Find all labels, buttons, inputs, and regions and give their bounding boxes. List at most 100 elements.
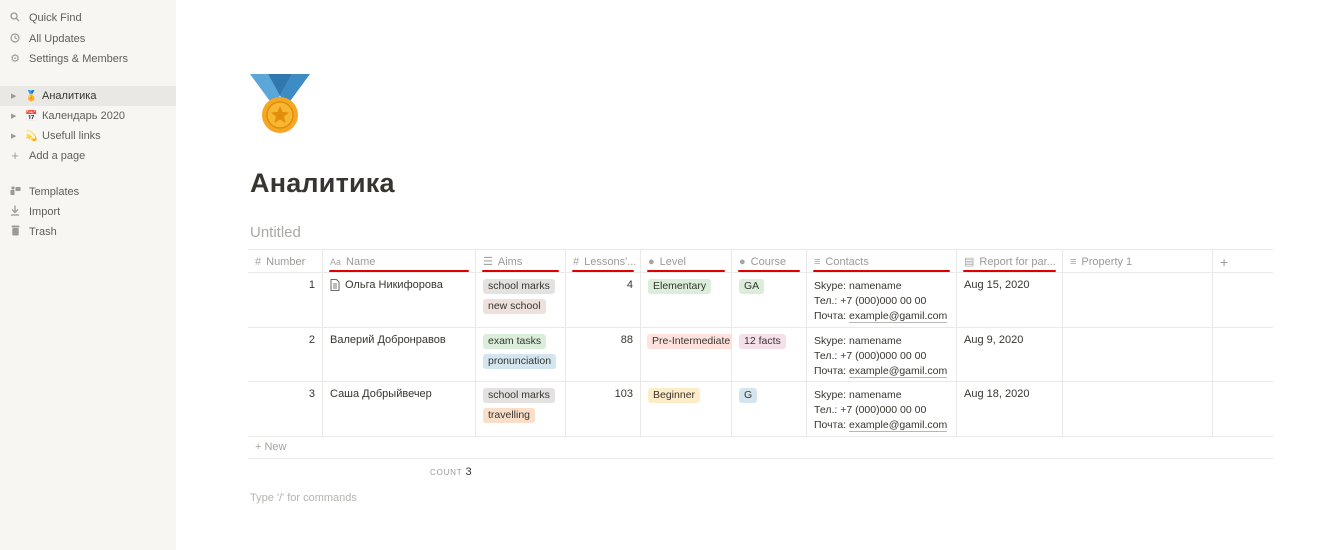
cell-level[interactable]: Elementary: [641, 273, 732, 327]
sidebar-page-label: Usefull links: [42, 130, 101, 142]
multiselect-property-icon: ☰: [483, 256, 493, 268]
cell-number[interactable]: 2: [248, 328, 323, 381]
cell-level[interactable]: Beginner: [641, 382, 732, 436]
cell-aims[interactable]: exam tasks pronunciation: [476, 328, 566, 381]
cell-property1[interactable]: [1063, 328, 1213, 381]
cell-contacts[interactable]: Skype: namename Тел.: +7 (000)000 00 00 …: [807, 273, 957, 327]
expand-caret-icon[interactable]: ▶: [11, 133, 17, 140]
column-header-label: Report for par...: [979, 255, 1056, 268]
cell-lessons[interactable]: 103: [566, 382, 641, 436]
cell-contacts[interactable]: Skype: namename Тел.: +7 (000)000 00 00 …: [807, 382, 957, 436]
column-header-report[interactable]: ▤ Report for par...: [957, 250, 1063, 273]
cell-report-date[interactable]: Aug 15, 2020: [957, 273, 1063, 327]
table-row[interactable]: 2 Валерий Добронравов exam tasks pronunc…: [248, 328, 1273, 382]
contact-email-line: Почта: example@gamil.com: [814, 309, 949, 324]
import-label: Import: [29, 206, 61, 218]
column-header-level[interactable]: ● Level: [641, 250, 732, 273]
name-text: Саша Добрыйвечер: [330, 388, 432, 400]
sidebar: Quick Find All Updates ⚙ Settings & Memb…: [0, 0, 176, 550]
aim-tag: exam tasks: [483, 334, 547, 349]
all-updates-item[interactable]: All Updates: [0, 29, 176, 49]
cell-lessons[interactable]: 88: [566, 328, 641, 381]
column-header-label: Course: [750, 255, 787, 268]
column-header-course[interactable]: ● Course: [732, 250, 807, 273]
cell-contacts[interactable]: Skype: namename Тел.: +7 (000)000 00 00 …: [807, 328, 957, 381]
page-title[interactable]: Аналитика: [250, 168, 395, 198]
add-page-button[interactable]: + Add a page: [0, 146, 176, 166]
cell-report-date[interactable]: Aug 9, 2020: [957, 328, 1063, 381]
cell-number[interactable]: 3: [248, 382, 323, 436]
cell-property1[interactable]: [1063, 273, 1213, 327]
clock-icon: [9, 32, 21, 46]
contact-email-link[interactable]: example@gamil.com: [849, 419, 948, 432]
gear-icon: ⚙: [10, 53, 20, 65]
text-property-icon: ≡: [1070, 255, 1077, 268]
import-item[interactable]: Import: [0, 202, 176, 222]
column-header-label: Lessons'...: [584, 255, 637, 268]
count-footer[interactable]: COUNT 3: [430, 466, 472, 478]
cell-course[interactable]: GA: [732, 273, 807, 327]
contact-skype: Skype: namename: [814, 335, 902, 347]
trash-label: Trash: [29, 226, 57, 238]
cell-course[interactable]: 12 facts: [732, 328, 807, 381]
cell-aims[interactable]: school marks travelling: [476, 382, 566, 436]
column-header-property1[interactable]: ≡ Property 1: [1063, 250, 1213, 273]
database-title[interactable]: Untitled: [250, 224, 301, 241]
cell-name[interactable]: Валерий Добронравов: [323, 328, 476, 381]
table-row[interactable]: 3 Саша Добрыйвечер school marks travelli…: [248, 382, 1273, 437]
medal-icon[interactable]: [250, 74, 310, 134]
cell-aims[interactable]: school marks new school: [476, 273, 566, 327]
column-header-label: Property 1: [1081, 255, 1133, 268]
contact-phone: Тел.: +7 (000)000 00 00: [814, 350, 927, 362]
command-hint[interactable]: Type '/' for commands: [250, 492, 357, 504]
cell-name[interactable]: Ольга Никифорова: [323, 273, 476, 327]
trash-icon: [9, 225, 21, 239]
sidebar-page-links[interactable]: ▶ 💫 Usefull links: [0, 126, 176, 146]
add-column-button[interactable]: +: [1213, 250, 1273, 273]
cell-level[interactable]: Pre-Intermediate: [641, 328, 732, 381]
new-row-button[interactable]: + New: [248, 436, 1273, 459]
sidebar-page-analytics[interactable]: ▶ 🏅 Аналитика: [0, 86, 176, 106]
contact-email-line: Почта: example@gamil.com: [814, 364, 949, 379]
settings-members-item[interactable]: ⚙ Settings & Members: [0, 49, 176, 69]
sidebar-page-label: Календарь 2020: [42, 110, 126, 122]
cell-name[interactable]: Саша Добрыйвечер: [323, 382, 476, 436]
course-tag: GA: [739, 279, 765, 294]
column-header-name[interactable]: Aa Name: [323, 250, 476, 273]
count-label: COUNT: [430, 468, 463, 477]
cell-property1[interactable]: [1063, 382, 1213, 436]
name-text: Валерий Добронравов: [330, 334, 446, 346]
contact-skype: Skype: namename: [814, 389, 902, 401]
column-header-aims[interactable]: ☰ Aims: [476, 250, 566, 273]
aim-tag: school marks: [483, 279, 555, 294]
select-property-icon: ●: [648, 255, 655, 268]
contact-email-label: Почта:: [814, 365, 849, 377]
sidebar-page-calendar[interactable]: ▶ 📅 Календарь 2020: [0, 106, 176, 126]
cell-report-date[interactable]: Aug 18, 2020: [957, 382, 1063, 436]
expand-caret-icon[interactable]: ▶: [11, 93, 17, 100]
calendar-emoji-icon: 📅: [25, 110, 38, 122]
contact-phone: Тел.: +7 (000)000 00 00: [814, 295, 927, 307]
contact-email-line: Почта: example@gamil.com: [814, 418, 949, 433]
templates-item[interactable]: Templates: [0, 182, 176, 202]
cell-lessons[interactable]: 4: [566, 273, 641, 327]
trash-item[interactable]: Trash: [0, 222, 176, 242]
contact-email-label: Почта:: [814, 419, 849, 431]
level-tag: Elementary: [648, 279, 712, 294]
expand-caret-icon[interactable]: ▶: [11, 113, 17, 120]
column-header-number[interactable]: # Number: [248, 250, 323, 273]
quick-find-item[interactable]: Quick Find: [0, 8, 176, 28]
table-row[interactable]: 1 Ольга Никифорова school marks new scho…: [248, 273, 1273, 328]
cell-number[interactable]: 1: [248, 273, 323, 327]
plus-icon: +: [11, 148, 19, 163]
text-property-icon: ≡: [814, 255, 821, 268]
aim-tag: pronunciation: [483, 354, 557, 369]
sidebar-page-label: Аналитика: [42, 90, 97, 102]
plus-icon: +: [1220, 253, 1229, 270]
contact-email-link[interactable]: example@gamil.com: [849, 365, 948, 378]
contact-email-link[interactable]: example@gamil.com: [849, 310, 948, 323]
column-header-contacts[interactable]: ≡ Contacts: [807, 250, 957, 273]
medal-emoji-icon: 🏅: [25, 90, 38, 102]
cell-course[interactable]: G: [732, 382, 807, 436]
column-header-lessons[interactable]: # Lessons'...: [566, 250, 641, 273]
